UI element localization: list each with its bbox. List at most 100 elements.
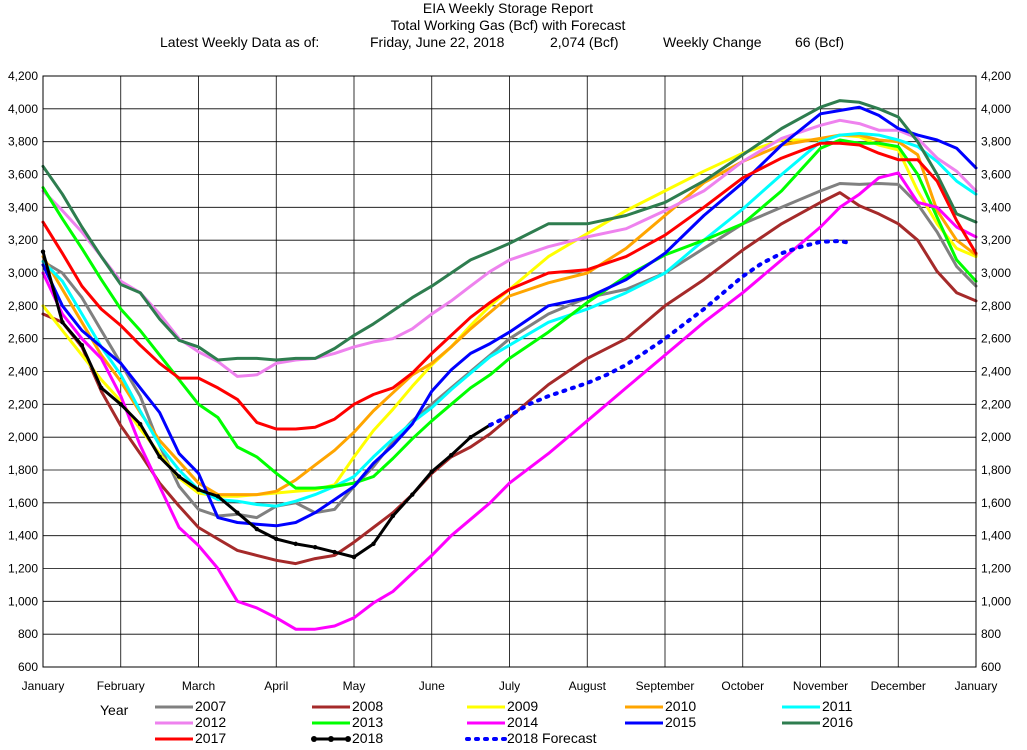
legend-item-2009: 2009 xyxy=(467,698,538,714)
y-tick-label-right: 2,000 xyxy=(981,430,1011,444)
data-point-2018 xyxy=(176,474,182,479)
data-point-2018 xyxy=(118,402,123,407)
data-point-2018 xyxy=(293,541,298,547)
legend-label: 2013 xyxy=(352,714,383,730)
y-tick-label-right: 2,200 xyxy=(981,397,1011,411)
legend-item-2016: 2016 xyxy=(782,714,853,730)
y-axis-right: 600 800 1,000 1,200 1,400 1,600 1,800 2,000 2,20… xyxy=(981,69,1011,674)
y-tick-label-right: 2,600 xyxy=(981,332,1011,346)
data-point-2018 xyxy=(312,544,318,550)
y-tick-label-left: 600 xyxy=(18,660,38,674)
data-point-2018 xyxy=(137,421,143,427)
data-point-2018 xyxy=(79,343,85,348)
legend-label: 2015 xyxy=(665,714,696,730)
y-tick-label-right: 3,200 xyxy=(981,233,1011,247)
y-tick-label-left: 3,000 xyxy=(8,266,38,280)
legend-item-2008: 2008 xyxy=(312,698,383,714)
y-tick-label-right: 4,200 xyxy=(981,69,1011,83)
y-tick-label-right: 3,400 xyxy=(981,200,1011,214)
y-tick-label-left: 4,000 xyxy=(8,102,38,116)
legend-item-2018: 2018 xyxy=(311,730,383,746)
chart-title: EIA Weekly Storage Report xyxy=(423,0,593,16)
legend-label: 2009 xyxy=(507,698,538,714)
y-tick-label-left: 3,600 xyxy=(8,168,38,182)
legend-label: 2014 xyxy=(507,714,538,730)
data-point-2018 xyxy=(410,492,415,497)
series-line-2012 xyxy=(41,118,978,378)
legend-item-2007: 2007 xyxy=(155,698,226,714)
data-point-2018 xyxy=(429,469,434,474)
x-tick-label: February xyxy=(97,679,145,693)
data-point-2018 xyxy=(196,487,201,492)
y-tick-label-right: 2,400 xyxy=(981,365,1011,379)
y-tick-label-left: 3,400 xyxy=(8,200,38,214)
x-tick-label: January xyxy=(955,679,998,693)
x-tick-label: March xyxy=(182,679,215,693)
y-tick-label-left: 1,800 xyxy=(8,463,38,477)
latest-date: Friday, June 22, 2018 xyxy=(370,34,505,50)
y-tick-label-left: 1,200 xyxy=(8,562,38,576)
y-tick-label-left: 1,400 xyxy=(8,529,38,543)
x-tick-label: June xyxy=(419,679,445,693)
legend-label: 2018 Forecast xyxy=(507,730,597,746)
legend-label: 2011 xyxy=(822,698,852,714)
series-line-2017 xyxy=(41,141,978,431)
data-point-2018 xyxy=(254,526,260,532)
data-point-2018 xyxy=(274,536,279,542)
legend-item-2010: 2010 xyxy=(625,698,696,714)
y-tick-label-left: 1,000 xyxy=(8,594,38,608)
data-point-2018 xyxy=(468,434,473,440)
y-tick-label-left: 2,400 xyxy=(8,365,38,379)
legend-label: 2018 xyxy=(352,730,383,746)
legend-item-2011: 2011 xyxy=(782,698,852,714)
x-tick-label: July xyxy=(499,679,520,693)
legend-label: 2008 xyxy=(352,698,383,714)
data-point-2018 xyxy=(448,453,454,458)
x-tick-label: August xyxy=(569,679,607,693)
y-tick-label-left: 4,200 xyxy=(8,69,38,83)
y-tick-label-right: 1,800 xyxy=(981,463,1011,477)
y-tick-label-left: 800 xyxy=(18,627,38,641)
x-tick-label: September xyxy=(636,679,695,693)
latest-label: Latest Weekly Data as of: xyxy=(160,34,319,50)
data-point-2018 xyxy=(351,554,357,560)
legend-marker xyxy=(328,736,334,742)
y-tick-label-right: 1,400 xyxy=(981,529,1011,543)
series-line-2015 xyxy=(41,105,978,528)
y-tick-label-right: 800 xyxy=(981,627,1001,641)
data-point-2018 xyxy=(332,549,337,555)
legend-item-2015: 2015 xyxy=(625,714,696,730)
x-tick-label: October xyxy=(721,679,764,693)
data-point-2018 xyxy=(235,510,240,515)
legend-label: 2012 xyxy=(195,714,226,730)
x-tick-label: April xyxy=(264,679,288,693)
y-axis-left: 600 800 1,000 1,200 1,400 1,600 1,800 2,000 2,20… xyxy=(8,69,38,674)
chart-subtitle: Total Working Gas (Bcf) with Forecast xyxy=(391,17,626,33)
y-tick-label-left: 3,200 xyxy=(8,233,38,247)
legend-title: Year xyxy=(100,702,129,718)
y-tick-label-left: 1,600 xyxy=(8,496,38,510)
series-line-2007 xyxy=(41,182,978,520)
y-tick-label-right: 1,200 xyxy=(981,562,1011,576)
legend-item-2012: 2012 xyxy=(155,714,226,730)
y-tick-label-left: 3,800 xyxy=(8,135,38,149)
x-tick-label: January xyxy=(22,679,65,693)
data-point-2018 xyxy=(99,385,104,391)
y-tick-label-left: 2,800 xyxy=(8,299,38,313)
series-line-2016 xyxy=(41,99,978,362)
latest-value: 2,074 (Bcf) xyxy=(550,34,618,50)
data-point-2018 xyxy=(60,320,65,325)
data-point-2018 xyxy=(157,454,162,460)
y-tick-label-right: 3,600 xyxy=(981,168,1011,182)
y-tick-label-right: 2,800 xyxy=(981,299,1011,313)
series-line-2018-forecast xyxy=(488,239,854,427)
weekly-change-value: 66 (Bcf) xyxy=(795,34,844,50)
y-tick-label-right: 3,800 xyxy=(981,135,1011,149)
legend-label: 2017 xyxy=(195,730,226,746)
y-tick-label-left: 2,200 xyxy=(8,397,38,411)
weekly-change-label: Weekly Change xyxy=(663,34,762,50)
x-axis: January February March April May June July Augu… xyxy=(22,679,998,693)
x-tick-label: May xyxy=(343,679,366,693)
